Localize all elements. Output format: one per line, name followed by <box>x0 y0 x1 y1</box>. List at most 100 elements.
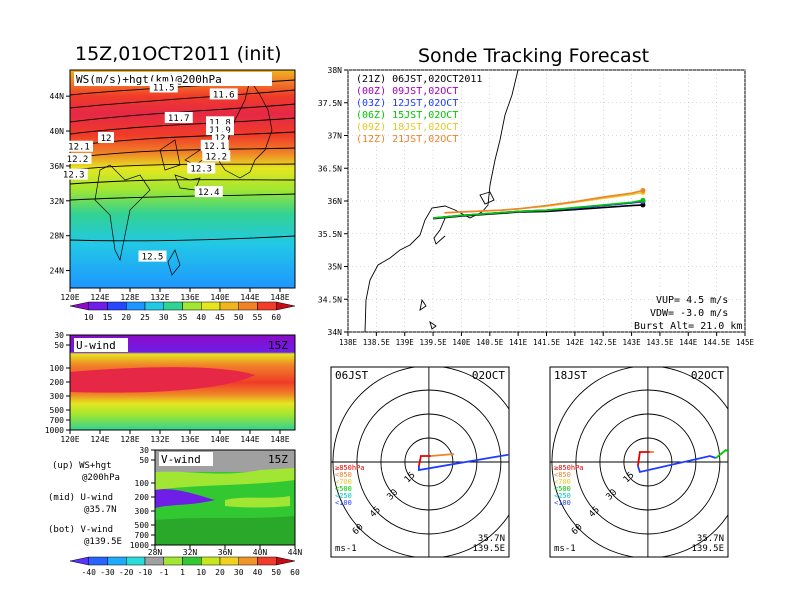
contour-label: 12.3 <box>190 165 212 175</box>
contour-label-box <box>138 250 167 262</box>
track-legend-entry: (06Z) 15JST,02OCT <box>356 110 458 121</box>
hodograph-trace <box>715 448 728 459</box>
track-x-tick: 141E <box>509 338 528 347</box>
vup-annotation: VUP= 4.5 m/s <box>656 295 728 306</box>
ws-title: WS(m/s)+hgt(km)@200hPa <box>76 73 222 86</box>
contour-label: 12.2 <box>67 155 89 165</box>
map-x-tick: 148E <box>270 293 289 302</box>
hodograph-trace <box>637 455 717 474</box>
contour-label: 11.6 <box>213 90 235 100</box>
colorbar-tick: 55 <box>253 313 263 322</box>
side-legend-bot: (bot) V-wind <box>48 525 113 535</box>
map-y-tick: 24N <box>50 267 65 276</box>
contour-label: 11.5 <box>153 83 175 93</box>
right-title: Sonde Tracking Forecast <box>418 45 649 67</box>
u-wind-x-tick: 128E <box>120 435 139 444</box>
map-y-tick: 36N <box>50 162 65 171</box>
coastline <box>159 139 181 171</box>
u-wind-x-tick: 120E <box>60 435 79 444</box>
track-x-tick: 142E <box>566 338 585 347</box>
contour-label-box <box>98 132 114 144</box>
ws-field <box>70 70 295 288</box>
track-y-tick: 34.5N <box>318 295 342 304</box>
hodograph-time: 06JST <box>335 369 368 382</box>
colorbar-swatch <box>144 301 164 311</box>
ws-title-box <box>74 72 272 86</box>
colorbar-tick: 45 <box>215 313 225 322</box>
colorbar-swatch <box>163 301 183 311</box>
v-wind-x-tick: 36N <box>218 548 233 557</box>
side-legend-bot-level: @139.5E <box>84 537 122 547</box>
hodograph-lon: 139.5E <box>472 544 505 554</box>
colorbar-tick: 40 <box>196 313 206 322</box>
colorbar-swatch <box>107 556 127 566</box>
hodograph-06jst: 06JST 02OCT15304560≥850hPa<850<700<500<25… <box>330 366 521 558</box>
v-wind-time: 15Z <box>268 453 288 466</box>
u-wind-time: 15Z <box>268 339 288 352</box>
map-x-tick: 136E <box>180 293 199 302</box>
height-contour <box>70 179 295 185</box>
track-x-tick: 143.5E <box>646 338 674 347</box>
track-x-tick: 143E <box>623 338 642 347</box>
ws-colorbar: 10 15 20 25 30 35 40 45 50 55 60 <box>69 301 296 322</box>
colorbar-swatch <box>182 556 202 566</box>
v-wind-y-tick: 30 <box>139 446 149 455</box>
track-legend-entry: (00Z) 09JST,02OCT <box>356 86 458 97</box>
track-legend-entry: (12Z) 21JST,02OCT <box>356 134 458 145</box>
u-wind-title: U-wind <box>76 339 116 352</box>
colorbar-swatch <box>88 301 108 311</box>
u-wind-x-tick: 144E <box>240 435 259 444</box>
colorbar-tick: -20 <box>119 568 134 577</box>
u-wind-y-tick: 300 <box>50 392 65 401</box>
track-x-tick: 140E <box>452 338 471 347</box>
u-wind-x-tick: 140E <box>210 435 229 444</box>
hodograph-date: 02OCT <box>691 369 724 382</box>
v-wind-title: V-wind <box>161 453 201 466</box>
colorbar-swatch <box>201 301 221 311</box>
colorbar-tick: 60 <box>290 568 300 577</box>
hodograph-trace <box>418 455 431 467</box>
hodograph-trace <box>519 456 521 464</box>
colorbar-swatch <box>276 301 296 311</box>
track-x-tick: 139E <box>396 338 415 347</box>
colorbar-tick: 10 <box>196 568 206 577</box>
track-y-tick: 35.5N <box>318 230 342 239</box>
side-legend-up-level: @200hPa <box>82 473 120 483</box>
colorbar-tick: 15 <box>103 313 113 322</box>
side-legend: (up) WS+hgt @200hPa (mid) U-wind @35.7N … <box>48 461 122 547</box>
contour-label-box <box>209 88 238 100</box>
u-wind-y-tick: 100 <box>50 364 65 373</box>
hodograph-trace <box>732 454 748 464</box>
hodograph-18jst: 18JST 02OCT15304560≥850hPa<850<700<500<25… <box>549 366 748 558</box>
v-wind-x-tick: 40N <box>253 548 268 557</box>
hodograph-level-legend: <100 <box>554 499 571 507</box>
contour-label-box <box>206 124 234 136</box>
left-title: 15Z,01OCT2011 (init) <box>75 43 282 65</box>
side-legend-mid: (mid) U-wind <box>48 493 113 503</box>
v-wind-x-tick: 28N <box>148 548 163 557</box>
contour-label-box <box>200 139 229 151</box>
v-wind-y-tick: 1000 <box>130 541 149 550</box>
colorbar-tick: 50 <box>234 313 244 322</box>
track-x-tick: 138.5E <box>363 338 391 347</box>
u-wind-y-tick: 1000 <box>45 426 64 435</box>
u-wind-y-tick: 50 <box>54 341 64 350</box>
coastline <box>167 249 181 276</box>
contour-label: 12.4 <box>198 188 220 198</box>
hodograph-level-legend: <700 <box>554 478 571 486</box>
v-wind-x-tick: 32N <box>183 548 198 557</box>
vdw-annotation: VDW= -3.0 m/s <box>650 308 728 319</box>
track-x-tick: 140.5E <box>476 338 504 347</box>
track-legend-entry: (21Z) 06JST,02OCT2011 <box>356 74 482 85</box>
hodograph-time: 18JST <box>554 369 587 382</box>
colorbar-swatch <box>126 301 146 311</box>
contour-label: 12 <box>215 134 226 144</box>
side-legend-up: (up) WS+hgt <box>52 461 112 471</box>
hodograph-units: ms-1 <box>335 544 357 554</box>
track-x-tick: 139.5E <box>420 338 448 347</box>
colorbar-tick: 10 <box>84 313 94 322</box>
track-axis-ticks: 138E 138.5E 139E 139.5E 140E 140.5E 141E 141.5E… <box>318 66 755 347</box>
